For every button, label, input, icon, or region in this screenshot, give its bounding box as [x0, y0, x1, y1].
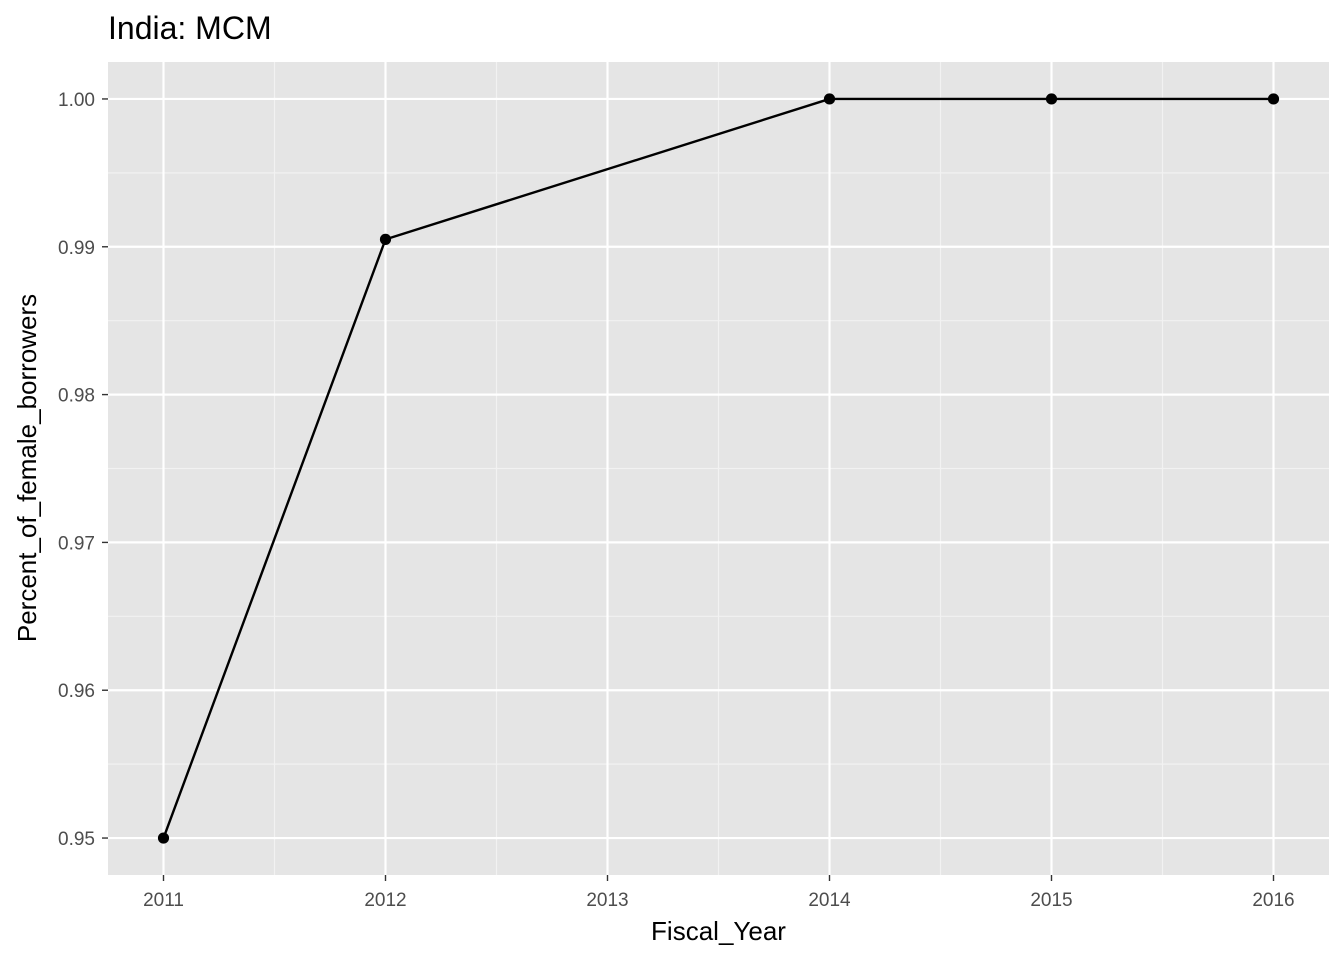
data-point — [1045, 93, 1058, 105]
x-tick-label: 2011 — [143, 890, 184, 911]
x-tick-label: 2014 — [808, 890, 851, 911]
y-axis-title: Percent_of_female_borrowers — [12, 294, 42, 642]
minor-gridlines — [108, 62, 1329, 875]
data-point — [823, 93, 836, 105]
y-tick-label: 1.00 — [58, 90, 95, 111]
x-axis-title: Fiscal_Year — [651, 916, 786, 946]
x-tick-label: 2012 — [364, 890, 406, 911]
x-tick-label: 2013 — [586, 890, 628, 911]
y-axis: 0.95 0.96 0.97 0.98 0.99 1.00 — [58, 90, 108, 850]
y-tick-label: 0.95 — [58, 829, 95, 850]
major-gridlines — [108, 62, 1329, 875]
x-tick-label: 2016 — [1252, 890, 1294, 911]
chart-title: India: MCM — [108, 10, 272, 46]
x-tick-label: 2015 — [1030, 890, 1072, 911]
data-point — [157, 832, 170, 844]
x-axis: 2011 2012 2013 2014 2015 2016 — [143, 875, 1295, 911]
y-tick-label: 0.98 — [58, 386, 95, 407]
series-layer — [157, 93, 1280, 844]
y-tick-label: 0.97 — [58, 533, 95, 554]
data-point — [1267, 93, 1280, 105]
y-tick-label: 0.99 — [58, 238, 95, 259]
y-tick-label: 0.96 — [58, 681, 95, 702]
data-point — [379, 233, 392, 245]
